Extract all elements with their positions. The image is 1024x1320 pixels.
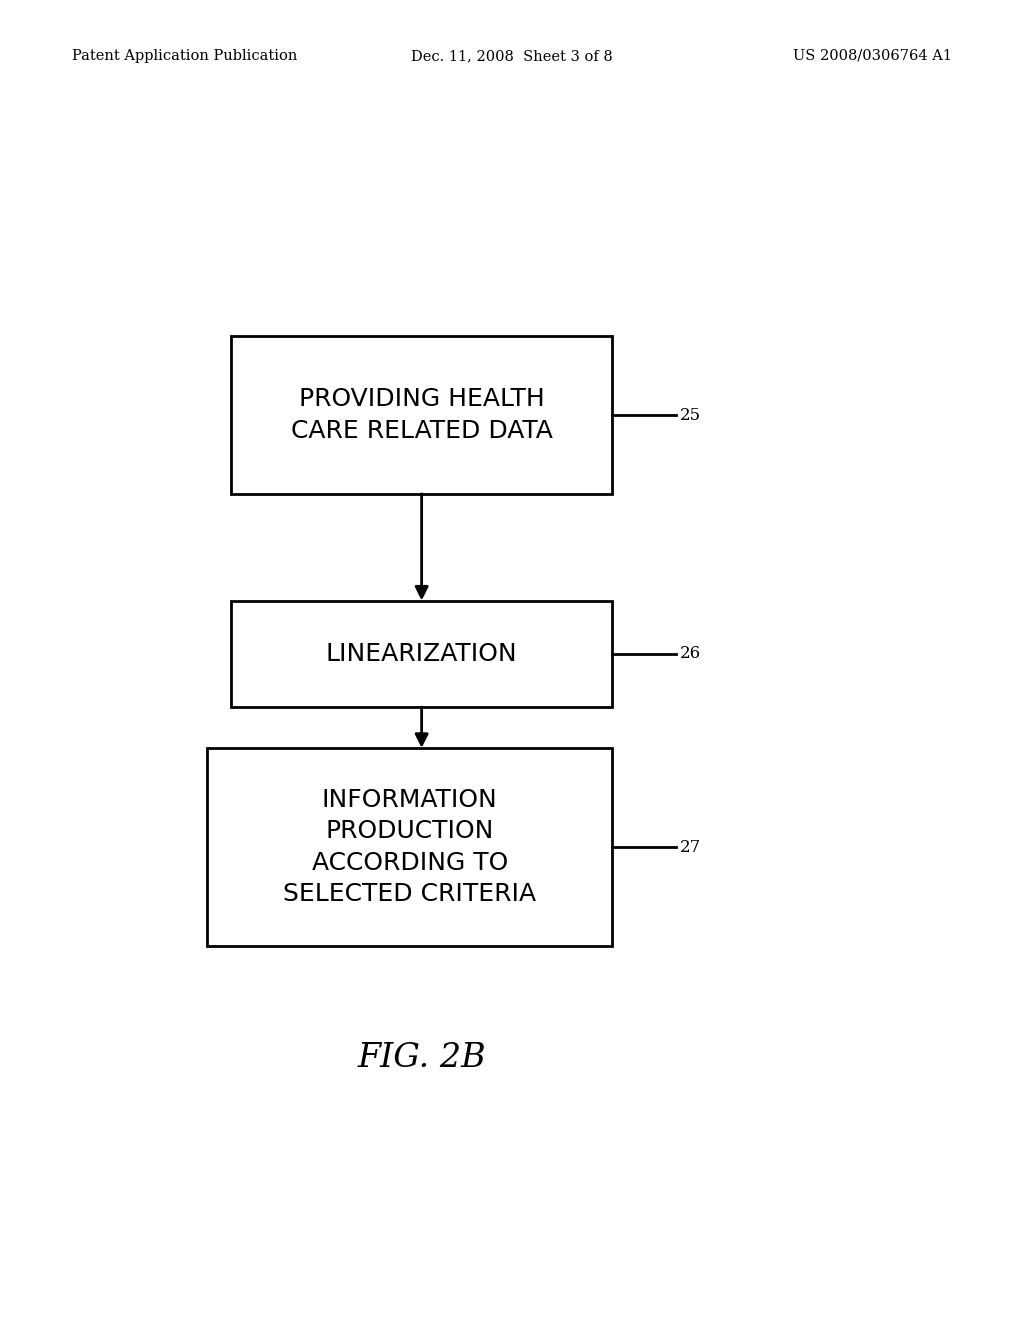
Text: INFORMATION
PRODUCTION
ACCORDING TO
SELECTED CRITERIA: INFORMATION PRODUCTION ACCORDING TO SELE… [284, 788, 537, 907]
Text: Dec. 11, 2008  Sheet 3 of 8: Dec. 11, 2008 Sheet 3 of 8 [411, 49, 613, 63]
Bar [231, 337, 612, 494]
Text: 25: 25 [680, 407, 700, 424]
Text: 27: 27 [680, 838, 700, 855]
Bar [231, 601, 612, 708]
Text: PROVIDING HEALTH
CARE RELATED DATA: PROVIDING HEALTH CARE RELATED DATA [291, 387, 553, 442]
Text: FIG. 2B: FIG. 2B [357, 1041, 486, 1074]
Bar [207, 748, 612, 946]
Text: US 2008/0306764 A1: US 2008/0306764 A1 [794, 49, 952, 63]
Text: Patent Application Publication: Patent Application Publication [72, 49, 297, 63]
Text: 26: 26 [680, 645, 700, 663]
Text: LINEARIZATION: LINEARIZATION [326, 642, 517, 665]
